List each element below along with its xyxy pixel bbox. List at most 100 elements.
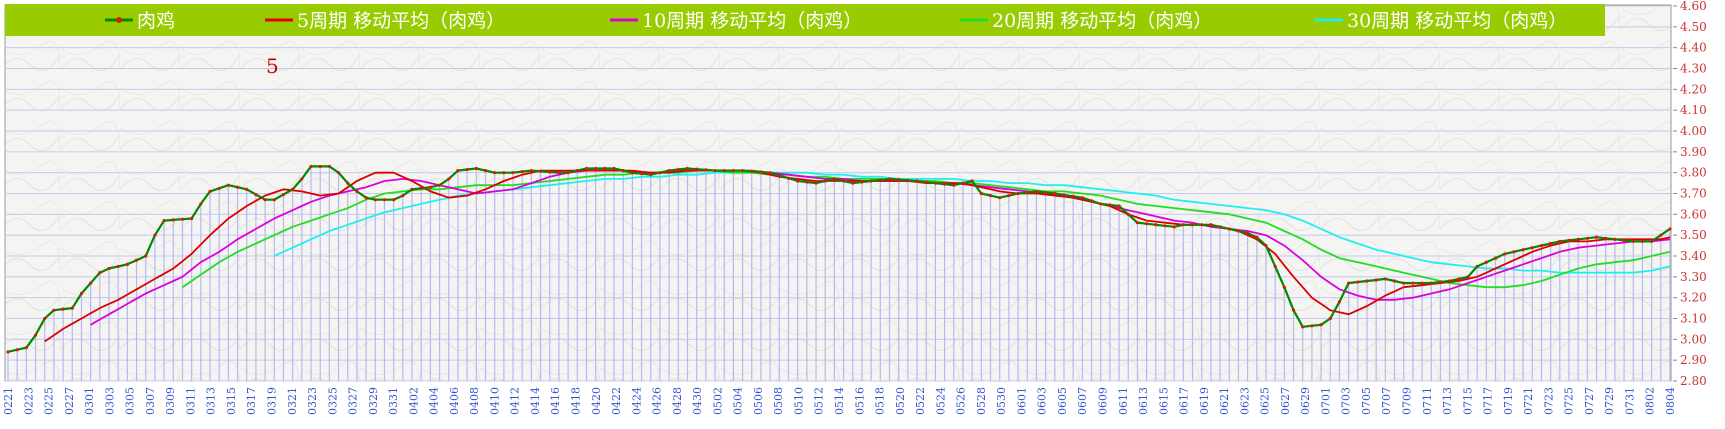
series-marker: [897, 178, 901, 182]
series-marker: [190, 216, 194, 221]
x-axis-ticks: 0221 0223 0225 0227 0301 0303 0305 0307 0309 0311…: [2, 387, 1677, 415]
x-tick-label: 0424: [630, 387, 643, 415]
x-tick-label: 0502: [711, 387, 724, 415]
series-marker: [1273, 264, 1277, 269]
series-marker: [1200, 223, 1204, 227]
series-marker: [1089, 199, 1094, 203]
bar-columns: [7, 166, 1671, 381]
series-marker: [1227, 227, 1231, 231]
series-marker: [548, 170, 552, 174]
x-tick-label: 0723: [1542, 387, 1555, 415]
x-tick-label: 0416: [549, 387, 562, 415]
series-marker: [1585, 236, 1589, 240]
series-marker: [1328, 316, 1332, 321]
series-marker: [832, 177, 837, 181]
series-lines: [6, 164, 1672, 354]
series-marker: [52, 308, 56, 312]
x-tick-label: 0522: [914, 387, 927, 415]
series-marker: [1099, 202, 1103, 206]
series-marker: [1282, 285, 1286, 289]
series-marker: [144, 254, 148, 258]
x-tick-label: 0227: [63, 387, 76, 415]
series-marker: [603, 166, 607, 171]
series-marker: [318, 164, 322, 169]
series-marker: [107, 266, 111, 271]
series-marker: [612, 166, 616, 171]
series-marker: [1264, 243, 1268, 248]
series-line: [44, 169, 1671, 343]
x-tick-label: 0524: [934, 387, 947, 415]
series-marker: [235, 185, 240, 189]
series-marker: [575, 168, 579, 173]
series-marker: [942, 182, 947, 186]
series-marker: [263, 198, 267, 202]
series-marker: [474, 166, 478, 171]
series-marker: [1126, 212, 1130, 216]
series-marker: [1512, 250, 1516, 254]
series-marker: [410, 187, 414, 191]
series-marker: [1604, 236, 1608, 240]
y-tick-label: 3.90: [1680, 145, 1707, 159]
series-marker: [1246, 231, 1250, 235]
series-marker: [1411, 281, 1415, 285]
series-marker: [970, 179, 974, 183]
legend-label: 肉鸡: [137, 10, 175, 32]
x-tick-label: 0621: [1218, 387, 1231, 415]
series-marker: [869, 179, 873, 183]
series-marker: [1181, 223, 1185, 227]
series-marker: [1310, 324, 1314, 328]
y-tick-label: 4.20: [1680, 82, 1707, 96]
series-marker: [695, 167, 699, 171]
x-tick-label: 0713: [1441, 387, 1454, 415]
series-marker: [382, 198, 387, 202]
x-tick-label: 0705: [1360, 387, 1373, 415]
x-tick-label: 0422: [610, 387, 623, 415]
x-tick-label: 0426: [651, 387, 664, 415]
series-marker: [483, 168, 488, 173]
series-marker: [1466, 275, 1470, 279]
series-marker: [566, 171, 570, 175]
series-marker: [116, 264, 120, 269]
x-tick-label: 0528: [975, 387, 988, 415]
series-marker: [1383, 277, 1387, 281]
series-marker: [759, 170, 763, 174]
series-marker: [511, 171, 515, 175]
series-marker: [79, 291, 84, 296]
series-marker: [327, 164, 331, 169]
series-marker: [1374, 278, 1378, 282]
x-tick-label: 0530: [995, 387, 1008, 415]
series-marker: [465, 167, 469, 172]
series-marker: [98, 271, 102, 275]
series-marker: [309, 164, 313, 169]
x-tick-label: 0410: [488, 387, 501, 415]
series-marker: [594, 166, 598, 171]
series-marker: [814, 181, 818, 185]
series-line: [7, 165, 1671, 353]
series-marker: [768, 171, 772, 175]
x-tick-label: 0430: [691, 387, 704, 415]
x-tick-label: 0709: [1401, 387, 1414, 415]
x-tick-label: 0611: [1117, 387, 1130, 415]
series-marker: [841, 179, 846, 183]
x-tick-label: 0404: [428, 387, 441, 415]
series-marker: [1209, 223, 1213, 227]
series-marker: [584, 166, 589, 171]
y-tick-label: 3.40: [1680, 249, 1707, 263]
series-marker: [713, 168, 717, 173]
series-marker: [447, 177, 451, 181]
y-axis-ticks: 2.80 2.90 3.00 3.10 3.20 3.30 3.40 3.50 3.60 3.70…: [1673, 0, 1707, 388]
series-marker: [43, 316, 47, 321]
series-marker: [226, 183, 230, 187]
series-marker: [805, 180, 809, 184]
series-marker: [658, 171, 662, 175]
series-marker: [364, 196, 368, 200]
series-marker: [685, 166, 690, 171]
series-marker: [1172, 225, 1176, 229]
y-tick-label: 4.60: [1680, 0, 1707, 13]
x-tick-label: 0526: [955, 387, 968, 415]
series-marker: [529, 168, 533, 173]
y-tick-label: 4.30: [1680, 62, 1707, 76]
legend: 肉鸡 5周期 移动平均（肉鸡） 10周期 移动平均（肉鸡） 20周期 移动平均（肉鸡）…: [5, 4, 1605, 36]
series-marker: [291, 187, 295, 191]
